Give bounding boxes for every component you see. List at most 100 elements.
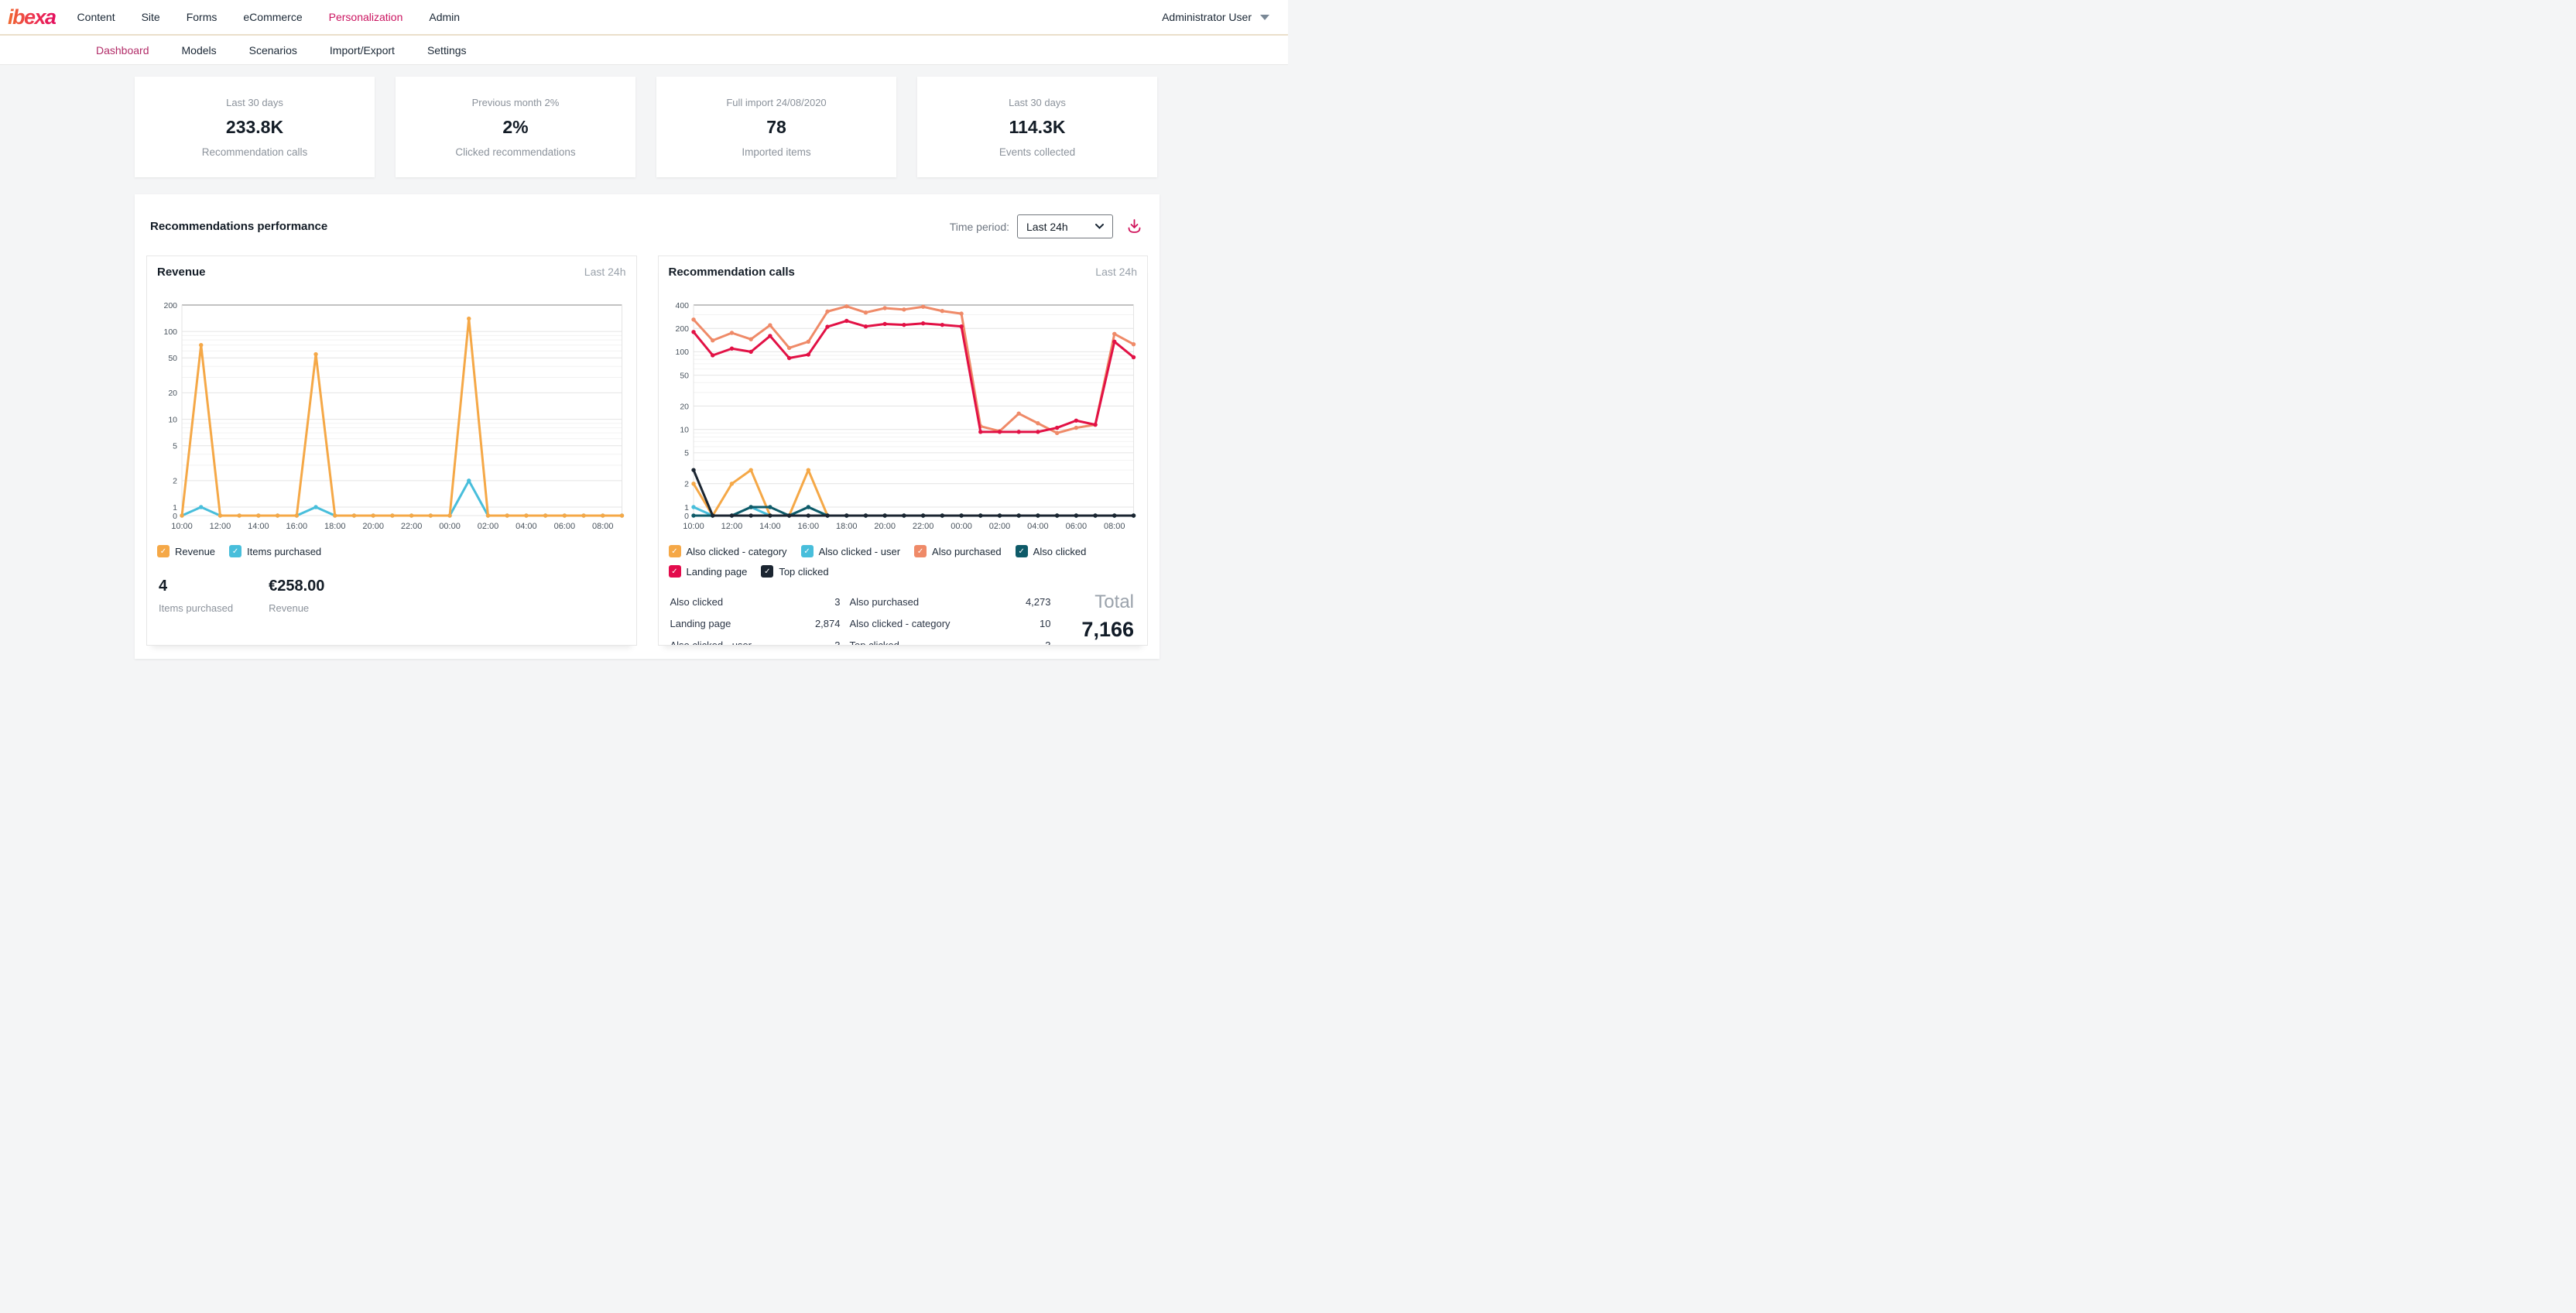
chart-point-top-clicked — [901, 513, 906, 518]
chart-point-top-clicked — [940, 513, 944, 518]
chart-point-revenue — [333, 513, 337, 518]
top-nav-item-forms[interactable]: Forms — [186, 11, 218, 23]
chart-point-also-purchased — [710, 338, 714, 343]
chart-point-also-clicked — [690, 513, 696, 518]
chart-point-items-purchased — [467, 478, 471, 483]
top-nav-item-personalization[interactable]: Personalization — [328, 11, 403, 23]
legend-item-also-clicked-category[interactable]: ✓ Also clicked - category — [668, 545, 787, 557]
stat-value: 233.8K — [225, 116, 284, 137]
breakdown-label-top-clicked: Top clicked — [849, 639, 899, 646]
time-period-value: Last 24h — [1026, 220, 1068, 233]
sub-nav-item-models[interactable]: Models — [181, 43, 217, 57]
chart-point-also-clicked — [806, 505, 810, 509]
top-nav-item-content[interactable]: Content — [77, 11, 115, 23]
chart-point-landing-page — [806, 352, 810, 357]
sub-nav-item-settings[interactable]: Settings — [426, 43, 467, 57]
chart-point-also-purchased — [1016, 411, 1021, 416]
chart-point-also-clicked-category — [748, 468, 753, 472]
chart-point-also-purchased — [748, 337, 753, 341]
svg-text:00:00: 00:00 — [951, 522, 972, 531]
sub-nav-item-scenarios[interactable]: Scenarios — [248, 43, 297, 57]
chart-point-also-purchased — [863, 310, 868, 315]
download-button[interactable] — [1126, 218, 1142, 235]
chart-point-landing-page — [767, 334, 772, 338]
recommendation-calls-chart-header: Recommendation calls Last 24h — [669, 266, 1138, 279]
ibexa-logo[interactable]: ibexa — [8, 5, 57, 29]
svg-text:50: 50 — [168, 354, 177, 363]
chart-point-top-clicked — [690, 468, 696, 472]
breakdown-label-landing-page: Landing page — [670, 618, 731, 629]
user-menu[interactable]: Administrator User — [1162, 11, 1269, 23]
sub-nav-item-import-export[interactable]: Import/Export — [329, 43, 395, 57]
download-icon — [1128, 219, 1141, 233]
revenue-chart-header: Revenue Last 24h — [157, 266, 626, 279]
svg-text:06:00: 06:00 — [554, 522, 576, 531]
breakdown-label-also-clicked: Also clicked — [670, 596, 724, 608]
chart-point-revenue — [428, 513, 433, 518]
time-period-select[interactable]: Last 24h — [1017, 214, 1113, 238]
svg-text:08:00: 08:00 — [1104, 522, 1125, 531]
legend-item-items-purchased[interactable]: ✓ Items purchased — [229, 545, 321, 557]
svg-text:14:00: 14:00 — [759, 522, 781, 531]
sub-nav-item-dashboard[interactable]: Dashboard — [96, 43, 149, 57]
stat-card-recommendation-calls: Last 30 days 233.8K Recommendation calls — [135, 77, 375, 177]
stat-card-events-collected: Last 30 days 114.3K Events collected — [917, 77, 1157, 177]
stat-label: Imported items — [742, 146, 811, 158]
chart-point-revenue — [199, 343, 204, 348]
stat-label: Recommendation calls — [201, 146, 308, 158]
chart-point-also-purchased — [958, 311, 964, 316]
chart-point-landing-page — [997, 430, 1002, 434]
chevron-down-icon — [1260, 14, 1269, 20]
svg-text:16:00: 16:00 — [797, 522, 819, 531]
chart-point-revenue — [275, 513, 280, 518]
chart-point-also-purchased — [729, 331, 734, 335]
summary-items-purchased: 4 Items purchased — [159, 578, 233, 614]
legend-item-also-clicked[interactable]: ✓ Also clicked — [1015, 545, 1086, 557]
stat-cards-row: Last 30 days 233.8K Recommendation calls Pr… — [135, 77, 1160, 177]
legend-item-revenue[interactable]: ✓ Revenue — [157, 545, 215, 557]
svg-text:2: 2 — [684, 480, 689, 489]
chart-point-revenue — [180, 513, 184, 518]
svg-text:08:00: 08:00 — [592, 522, 614, 531]
checkbox-checked-icon: ✓ — [668, 545, 681, 557]
chart-point-also-purchased — [1131, 341, 1136, 347]
stat-value: 2% — [502, 116, 529, 137]
chart-point-revenue — [485, 513, 491, 518]
chart-point-also-purchased — [767, 323, 772, 327]
chart-point-revenue — [409, 513, 414, 518]
chart-point-top-clicked — [882, 513, 887, 518]
legend-item-also-purchased[interactable]: ✓ Also purchased — [914, 545, 1002, 557]
stat-label: Clicked recommendations — [455, 146, 576, 158]
recommendation-calls-chart-legend: ✓ Also clicked - category ✓ Also clicked - … — [668, 545, 1138, 578]
stat-value: 78 — [766, 116, 786, 137]
chart-line-landing-page — [692, 319, 1135, 434]
legend-item-top-clicked[interactable]: ✓ Top clicked — [761, 565, 829, 578]
top-nav-item-ecommerce[interactable]: eCommerce — [243, 11, 303, 23]
select-chevron-icon — [1095, 224, 1104, 229]
chart-point-landing-page — [1016, 430, 1021, 434]
chart-point-also-clicked-category — [729, 482, 734, 486]
legend-item-also-clicked-user[interactable]: ✓ Also clicked - user — [800, 545, 900, 557]
revenue-chart-card: Revenue Last 24h 200 100 50 20 10 5 2 1 0 10:00 12… — [146, 255, 637, 646]
checkbox-checked-icon: ✓ — [800, 545, 814, 557]
svg-text:02:00: 02:00 — [988, 522, 1010, 531]
summary-value: 4 — [159, 578, 168, 595]
svg-text:04:00: 04:00 — [516, 522, 537, 531]
chart-point-landing-page — [844, 318, 848, 324]
chart-point-top-clicked — [920, 513, 925, 518]
chart-point-top-clicked — [806, 513, 810, 518]
svg-text:20: 20 — [168, 389, 177, 398]
chart-point-landing-page — [824, 324, 830, 329]
top-nav-item-site[interactable]: Site — [141, 11, 160, 23]
chart-point-revenue — [294, 513, 300, 518]
legend-item-landing-page[interactable]: ✓ Landing page — [668, 565, 748, 578]
svg-text:5: 5 — [173, 442, 177, 451]
legend-label: Landing page — [686, 565, 748, 578]
chart-point-also-purchased — [806, 339, 810, 345]
top-nav-item-admin[interactable]: Admin — [429, 11, 461, 23]
chart-point-items-purchased — [199, 505, 204, 509]
user-name: Administrator User — [1162, 11, 1252, 23]
chart-point-also-clicked — [767, 505, 772, 509]
stat-caption: Previous month 2% — [471, 96, 560, 108]
